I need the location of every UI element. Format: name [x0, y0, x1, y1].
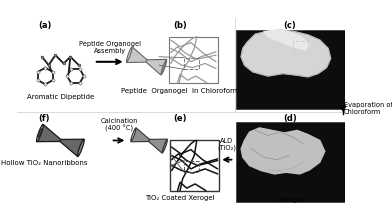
Text: (d): (d): [283, 114, 296, 123]
Text: Xerogel: Xerogel: [278, 197, 304, 203]
Polygon shape: [241, 128, 325, 174]
Bar: [184, 161, 199, 172]
Polygon shape: [149, 139, 167, 153]
Polygon shape: [146, 59, 167, 75]
Text: (a): (a): [38, 21, 51, 30]
Polygon shape: [264, 30, 310, 50]
Text: Calcination
(400 °C): Calcination (400 °C): [100, 118, 138, 132]
Bar: [293, 41, 308, 53]
Ellipse shape: [77, 139, 84, 157]
Ellipse shape: [161, 60, 167, 74]
Bar: [236, 122, 345, 202]
Ellipse shape: [162, 140, 167, 153]
Text: ALD
(TiO₂): ALD (TiO₂): [218, 138, 236, 151]
Polygon shape: [131, 128, 149, 142]
Text: (e): (e): [173, 114, 187, 123]
Bar: [170, 140, 218, 191]
Polygon shape: [60, 139, 84, 157]
Text: Evaporation of
Chloroform: Evaporation of Chloroform: [344, 102, 392, 115]
Text: (b): (b): [173, 21, 187, 30]
Text: Hollow TiO₂ Nanoribbons: Hollow TiO₂ Nanoribbons: [1, 160, 88, 166]
Polygon shape: [37, 124, 61, 142]
Bar: [184, 58, 199, 69]
Text: TiO₂ Coated Xerogel: TiO₂ Coated Xerogel: [145, 195, 215, 201]
Bar: [236, 30, 345, 110]
Polygon shape: [126, 47, 147, 62]
Text: (f): (f): [39, 114, 50, 123]
Text: Peptide  Organogel  in Chloroform: Peptide Organogel in Chloroform: [121, 88, 239, 94]
Bar: [169, 37, 218, 83]
Text: Peptide Organogel
Assembly: Peptide Organogel Assembly: [79, 41, 141, 54]
Text: Aromatic Dipeptide: Aromatic Dipeptide: [27, 95, 94, 100]
Text: (c): (c): [283, 21, 296, 30]
Ellipse shape: [38, 129, 42, 137]
Ellipse shape: [131, 128, 136, 141]
Polygon shape: [241, 30, 330, 77]
Ellipse shape: [127, 47, 132, 62]
Ellipse shape: [36, 124, 44, 142]
